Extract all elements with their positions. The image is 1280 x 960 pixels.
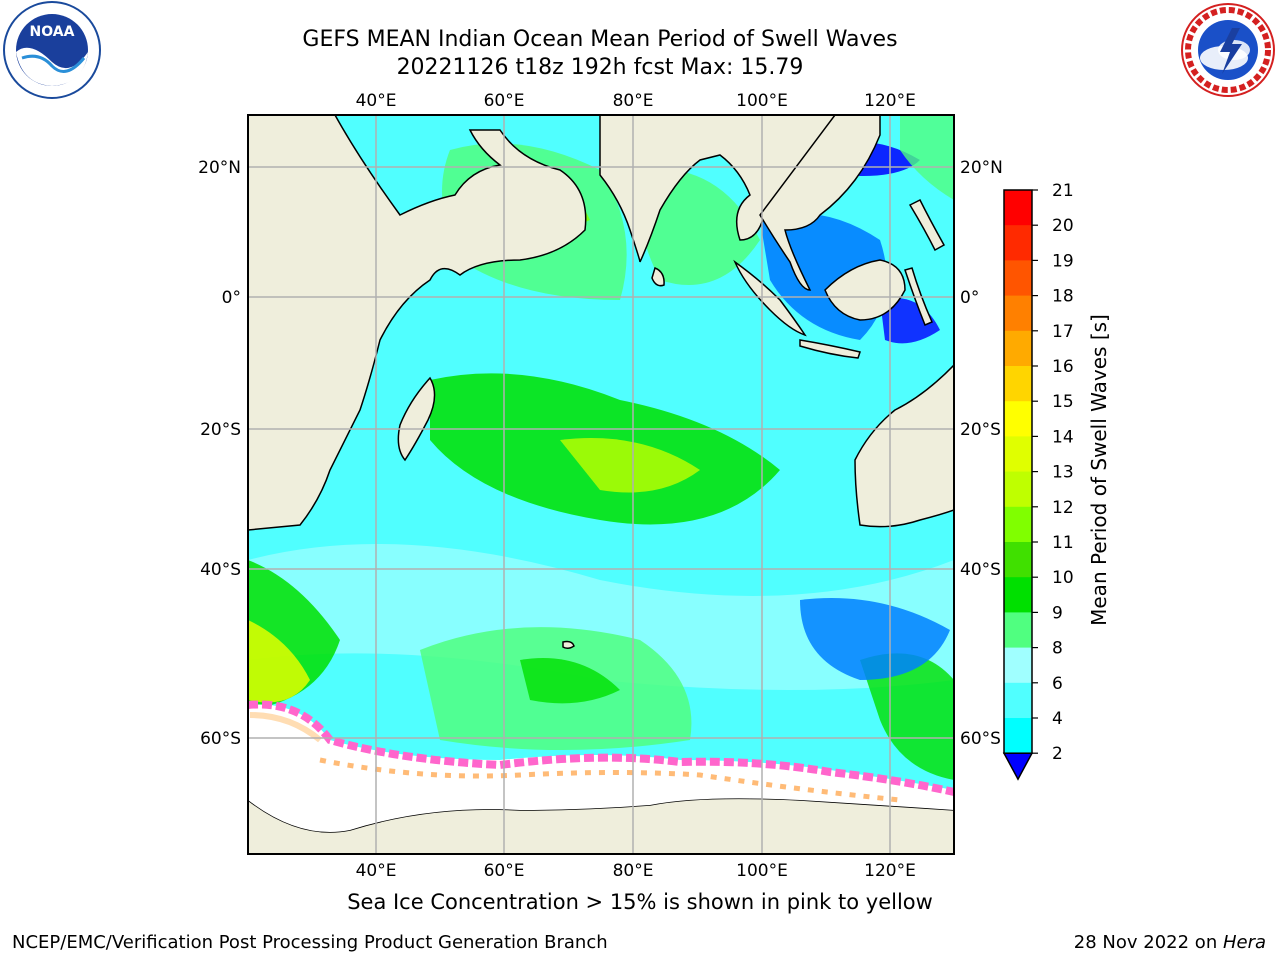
colorbar-tick-label: 11 bbox=[1052, 533, 1074, 553]
colorbar-extend-arrow bbox=[1002, 752, 1034, 781]
lat-tick-left-20n: 20°N bbox=[198, 158, 241, 178]
lat-tick-right-0: 0° bbox=[960, 288, 979, 308]
colorbar-segment bbox=[1004, 718, 1032, 754]
land-masses bbox=[248, 115, 954, 854]
colorbar-segment bbox=[1004, 471, 1032, 508]
colorbar-segment bbox=[1004, 295, 1032, 332]
lon-tick-top-80e: 80°E bbox=[613, 91, 654, 111]
credit-text: NCEP/EMC/Verification Post Processing Pr… bbox=[12, 932, 608, 953]
lon-tick-top-60e: 60°E bbox=[484, 91, 525, 111]
colorbar-tick-label: 13 bbox=[1052, 463, 1074, 483]
colorbar-tick-label: 20 bbox=[1052, 216, 1074, 236]
lon-tick-bottom-80e: 80°E bbox=[613, 861, 654, 881]
colorbar-segment bbox=[1004, 542, 1032, 578]
colorbar-segment bbox=[1004, 190, 1032, 226]
date-prefix: 28 Nov 2022 on bbox=[1073, 932, 1223, 953]
lon-tick-bottom-60e: 60°E bbox=[484, 861, 525, 881]
colorbar-tick-label: 18 bbox=[1052, 287, 1074, 307]
colorbar-tick-label: 8 bbox=[1052, 639, 1063, 659]
colorbar-segment bbox=[1004, 682, 1032, 719]
noaa-logo: NOAA bbox=[3, 1, 101, 99]
graticule bbox=[248, 115, 954, 854]
australia bbox=[854, 363, 954, 528]
chart-title: GEFS MEAN Indian Ocean Mean Period of Sw… bbox=[302, 27, 898, 52]
lat-tick-right-40s: 40°S bbox=[960, 560, 1001, 580]
lon-tick-bottom-40e: 40°E bbox=[356, 861, 397, 881]
chart-subtitle: 20221126 t18z 192h fcst Max: 15.79 bbox=[396, 55, 804, 80]
lat-tick-right-60s: 60°S bbox=[960, 729, 1001, 749]
lat-tick-right-20s: 20°S bbox=[960, 420, 1001, 440]
sumatra bbox=[733, 259, 807, 337]
colorbar-tick-label: 12 bbox=[1052, 498, 1074, 518]
sea-ice-note: Sea Ice Concentration > 15% is shown in … bbox=[347, 890, 933, 914]
lon-tick-bottom-100e: 100°E bbox=[736, 861, 788, 881]
sea-ice-zone bbox=[248, 700, 954, 832]
colorbar-segment bbox=[1004, 612, 1032, 649]
colorbar-tick-label: 10 bbox=[1052, 568, 1074, 588]
system-name: Hera bbox=[1222, 932, 1266, 953]
colorbar-tick-label: 9 bbox=[1052, 603, 1063, 623]
map-frame bbox=[247, 114, 955, 855]
lat-tick-left-0: 0° bbox=[222, 288, 241, 308]
colorbar-label: Mean Period of Swell Waves [s] bbox=[1087, 314, 1111, 626]
colorbar-tick-label: 6 bbox=[1052, 674, 1063, 694]
colorbar-segments bbox=[1002, 189, 1034, 781]
madagascar bbox=[397, 376, 436, 462]
lat-tick-left-60s: 60°S bbox=[200, 729, 241, 749]
lon-tick-top-120e: 120°E bbox=[864, 91, 916, 111]
nws-logo bbox=[1181, 3, 1275, 97]
colorbar-segment bbox=[1004, 225, 1032, 261]
colorbar-segment bbox=[1004, 330, 1032, 367]
lon-tick-top-100e: 100°E bbox=[736, 91, 788, 111]
lon-tick-bottom-120e: 120°E bbox=[864, 861, 916, 881]
colorbar-segment bbox=[1004, 401, 1032, 437]
lat-tick-left-40s: 40°S bbox=[200, 560, 241, 580]
colorbar-segment bbox=[1004, 647, 1032, 684]
lat-tick-right-20n: 20°N bbox=[960, 158, 1003, 178]
low-period-zone bbox=[800, 598, 950, 680]
colorbar-tick-label: 21 bbox=[1052, 181, 1074, 201]
colorbar-tick-label: 17 bbox=[1052, 322, 1074, 342]
colorbar-segment bbox=[1004, 260, 1032, 297]
colorbar-segment bbox=[1004, 506, 1032, 543]
colorbar-tick-label: 16 bbox=[1052, 357, 1074, 377]
lat-tick-left-20s: 20°S bbox=[200, 420, 241, 440]
colorbar-tick-label: 14 bbox=[1052, 427, 1074, 447]
colorbar-segment bbox=[1004, 577, 1032, 613]
colorbar-tick-label: 2 bbox=[1052, 744, 1063, 764]
colorbar-segment bbox=[1004, 366, 1032, 402]
lon-tick-top-40e: 40°E bbox=[356, 91, 397, 111]
date-stamp: 28 Nov 2022 on Hera bbox=[1074, 932, 1266, 953]
colorbar-tick-label: 15 bbox=[1052, 392, 1074, 412]
borneo bbox=[824, 259, 906, 321]
colorbar-segment bbox=[1004, 436, 1032, 473]
noaa-logo-text: NOAA bbox=[30, 24, 75, 40]
colorbar-tick-label: 4 bbox=[1052, 709, 1063, 729]
africa-arabia bbox=[248, 115, 587, 531]
colorbar-tick-label: 19 bbox=[1052, 251, 1074, 271]
